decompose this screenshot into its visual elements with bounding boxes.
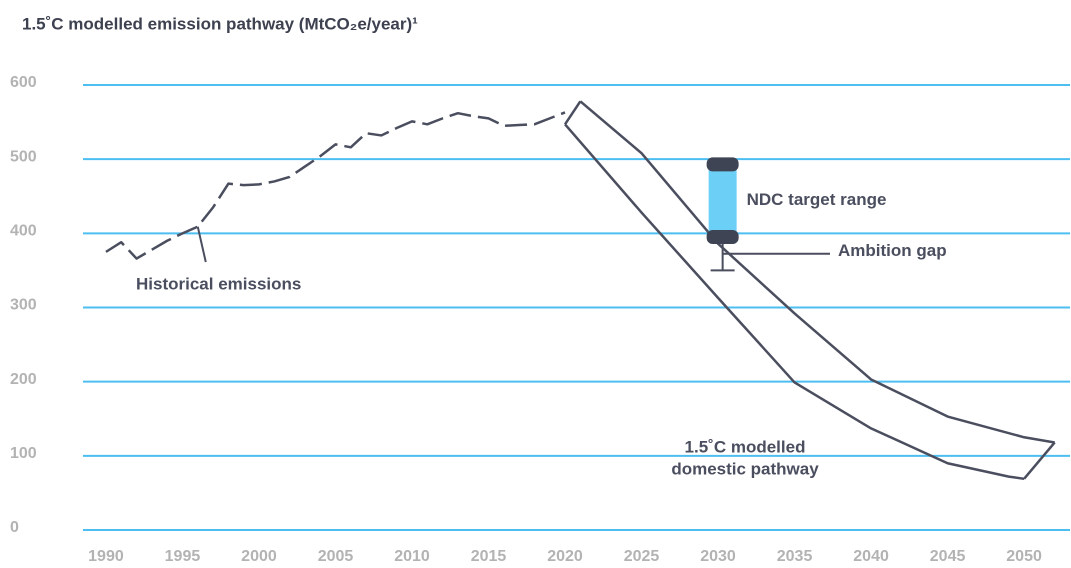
ndc-range (708, 164, 737, 238)
x-tick-label: 2045 (930, 548, 966, 565)
x-tick-label: 2035 (777, 548, 813, 565)
pathway-end (1023, 441, 1056, 480)
series-label-leader (196, 226, 207, 263)
ndc-cap (706, 230, 739, 245)
y-tick-label: 500 (10, 148, 37, 165)
x-tick-label: 2000 (241, 548, 277, 565)
y-tick-label: 400 (10, 223, 37, 240)
ndc-label: NDC target range (747, 190, 887, 209)
x-tick-label: 1995 (165, 548, 201, 565)
y-tick-label: 100 (10, 445, 37, 462)
ambition-gap-label: Ambition gap (838, 241, 947, 260)
x-tick-label: 2050 (1006, 548, 1042, 565)
x-tick-label: 2015 (471, 548, 507, 565)
x-tick-label: 2005 (318, 548, 354, 565)
x-tick-label: 2030 (700, 548, 736, 565)
pathway-start (563, 100, 582, 126)
x-tick-label: 2025 (624, 548, 660, 565)
y-tick-label: 0 (10, 519, 19, 536)
chart-title: 1.5˚C modelled emission pathway (MtCO₂e/… (22, 14, 418, 33)
pathway-upper (579, 100, 1055, 444)
pathway-label: 1.5˚C modelled (685, 437, 806, 456)
series-label: Historical emissions (136, 274, 301, 293)
pathway-lower (564, 123, 1025, 481)
x-tick-label: 1990 (88, 548, 124, 565)
y-tick-label: 200 (10, 371, 37, 388)
y-tick-label: 300 (10, 297, 37, 314)
x-tick-label: 2020 (547, 548, 583, 565)
pathway-label: domestic pathway (671, 459, 819, 478)
x-tick-label: 2010 (394, 548, 430, 565)
historical-line (105, 111, 566, 260)
x-tick-label: 2040 (853, 548, 889, 565)
y-tick-label: 600 (10, 74, 37, 91)
ndc-cap (706, 157, 739, 172)
